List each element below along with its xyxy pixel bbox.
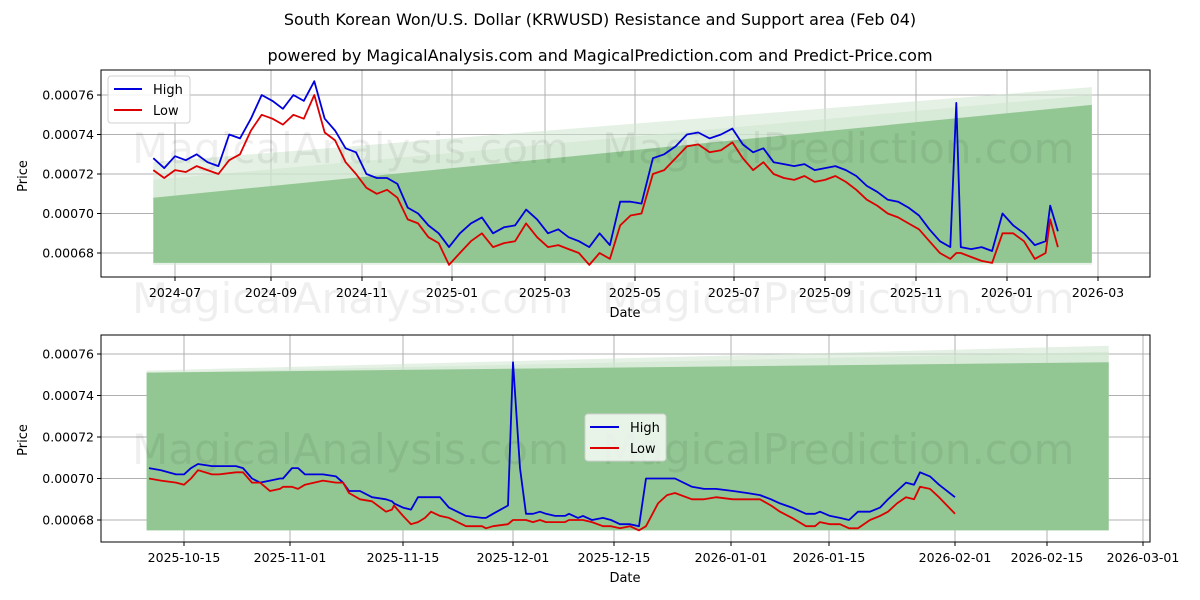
legend-high-label: High bbox=[630, 421, 660, 436]
bottom-axes-frame bbox=[100, 334, 1151, 543]
watermark-analysis-mid: MagicalAnalysis.com bbox=[132, 274, 569, 323]
bottom-x-axis: 2025-10-15 2025-11-01 2025-11-15 2025-12-01… bbox=[148, 542, 1180, 565]
x-tick-label: 2025-11 bbox=[890, 285, 942, 300]
x-tick-label: 2026-01-01 bbox=[695, 550, 768, 565]
x-tick-label: 2025-01 bbox=[426, 285, 478, 300]
x-tick-label: 2025-09 bbox=[799, 285, 851, 300]
x-tick-label: 2026-03 bbox=[1072, 285, 1124, 300]
top-x-axis-label: Date bbox=[609, 306, 640, 321]
watermark-prediction-mid: MagicalPrediction.com bbox=[602, 274, 1075, 323]
y-tick-label: 0.00074 bbox=[42, 388, 94, 403]
y-tick-label: 0.00068 bbox=[42, 246, 94, 261]
bottom-low-line bbox=[148, 469, 956, 532]
y-tick-label: 0.00076 bbox=[42, 88, 94, 103]
top-resistance-support-bands bbox=[153, 87, 1092, 265]
x-tick-label: 2024-11 bbox=[336, 285, 388, 300]
legend-high-label: High bbox=[153, 83, 183, 98]
y-tick-label: 0.00070 bbox=[42, 206, 94, 221]
chart-title: South Korean Won/U.S. Dollar (KRWUSD) Re… bbox=[283, 10, 917, 29]
top-legend: High Low bbox=[107, 75, 191, 124]
y-tick-label: 0.00070 bbox=[42, 471, 94, 486]
legend-low-label: Low bbox=[630, 442, 656, 457]
top-y-axis-label: Price bbox=[16, 160, 31, 192]
top-high-line bbox=[152, 80, 1059, 252]
x-tick-label: 2025-07 bbox=[708, 285, 760, 300]
watermark-analysis-bottom: MagicalAnalysis.com bbox=[132, 425, 569, 474]
x-tick-label: 2024-07 bbox=[149, 285, 201, 300]
x-tick-label: 2026-01 bbox=[981, 285, 1033, 300]
bottom-x-axis-label: Date bbox=[609, 571, 640, 586]
x-tick-label: 2024-09 bbox=[245, 285, 297, 300]
legend-low-label: Low bbox=[153, 104, 179, 119]
x-tick-label: 2025-10-15 bbox=[148, 550, 221, 565]
bottom-high-line bbox=[148, 361, 956, 528]
x-tick-label: 2025-12-01 bbox=[477, 550, 550, 565]
watermark-analysis-top: MagicalAnalysis.com bbox=[132, 124, 569, 173]
top-x-axis: 2024-07 2024-09 2024-11 2025-01 2025-03 2025-… bbox=[149, 277, 1124, 300]
x-tick-label: 2025-12-15 bbox=[578, 550, 651, 565]
watermark-prediction-bottom: MagicalPrediction.com bbox=[602, 425, 1075, 474]
x-tick-label: 2025-11-15 bbox=[367, 550, 440, 565]
bottom-chart-panel: MagicalAnalysis.com MagicalPrediction.co… bbox=[16, 334, 1180, 586]
top-low-line bbox=[152, 94, 1059, 266]
bottom-y-axis: 0.00068 0.00070 0.00072 0.00074 0.00076 bbox=[42, 347, 101, 528]
x-tick-label: 2025-11-01 bbox=[254, 550, 327, 565]
x-tick-label: 2025-03 bbox=[519, 285, 571, 300]
watermark-prediction-top: MagicalPrediction.com bbox=[602, 124, 1075, 173]
bottom-y-axis-label: Price bbox=[16, 424, 31, 456]
x-tick-label: 2026-02-01 bbox=[919, 550, 992, 565]
x-tick-label: 2026-03-01 bbox=[1107, 550, 1180, 565]
chart-subtitle: powered by MagicalAnalysis.com and Magic… bbox=[267, 46, 933, 65]
top-chart-panel: MagicalAnalysis.com MagicalPrediction.co… bbox=[16, 69, 1151, 323]
y-tick-label: 0.00074 bbox=[42, 127, 94, 142]
y-tick-label: 0.00072 bbox=[42, 167, 94, 182]
y-tick-label: 0.00068 bbox=[42, 513, 94, 528]
bottom-legend: High Low bbox=[584, 413, 667, 462]
y-tick-label: 0.00076 bbox=[42, 347, 94, 362]
top-y-axis: 0.00068 0.00070 0.00072 0.00074 0.00076 bbox=[42, 88, 101, 261]
resistance-support-core-band bbox=[153, 104, 1092, 263]
y-tick-label: 0.00072 bbox=[42, 430, 94, 445]
x-tick-label: 2026-01-15 bbox=[793, 550, 866, 565]
x-tick-label: 2025-05 bbox=[609, 285, 661, 300]
x-tick-label: 2026-02-15 bbox=[1011, 550, 1084, 565]
